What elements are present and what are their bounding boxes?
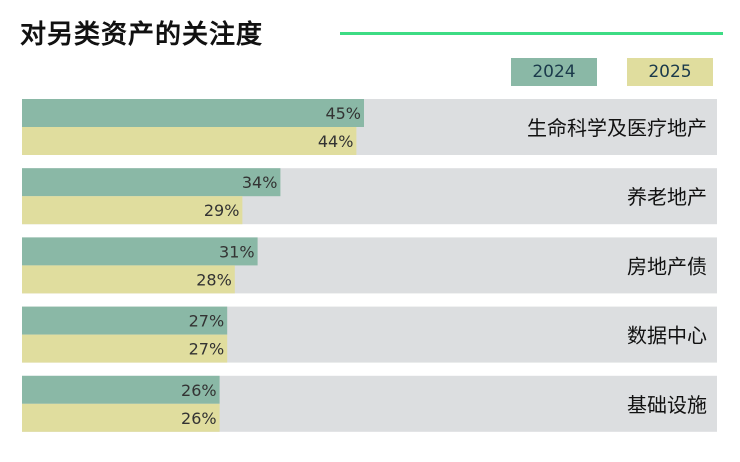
chart-title: 对另类资产的关注度 [20,20,264,50]
legend-item-2025: 2025 [627,58,713,86]
bar-2024 [22,306,228,335]
data-label-2024: 31% [219,242,255,261]
category-label: 基础设施 [627,393,707,417]
data-label-2024: 45% [325,104,361,123]
bar-2025 [22,403,220,432]
data-label-2025: 29% [204,201,240,220]
bar-2025 [22,334,228,363]
data-label-2024: 26% [181,381,217,400]
data-label-2025: 44% [318,132,354,151]
bar-2024 [22,168,281,197]
category-label: 生命科学及医疗地产 [527,116,707,140]
legend-label-2025: 2025 [648,62,692,82]
data-label-2025: 27% [189,340,225,359]
data-label-2025: 26% [181,409,217,428]
legend-item-2024: 2024 [511,58,597,86]
category-label: 房地产债 [627,254,707,278]
title-accent-line [340,32,723,35]
bar-2025 [22,127,357,155]
bar-2024 [22,375,220,404]
bar-2025 [22,196,243,225]
legend-label-2024: 2024 [532,62,576,82]
bar-2024 [22,99,364,127]
data-label-2024: 34% [242,173,278,192]
bar-2024 [22,237,258,266]
data-label-2025: 28% [196,270,232,289]
category-label: 养老地产 [627,185,707,209]
category-label: 数据中心 [627,324,707,348]
bar-2025 [22,265,235,294]
data-label-2024: 27% [189,312,225,331]
